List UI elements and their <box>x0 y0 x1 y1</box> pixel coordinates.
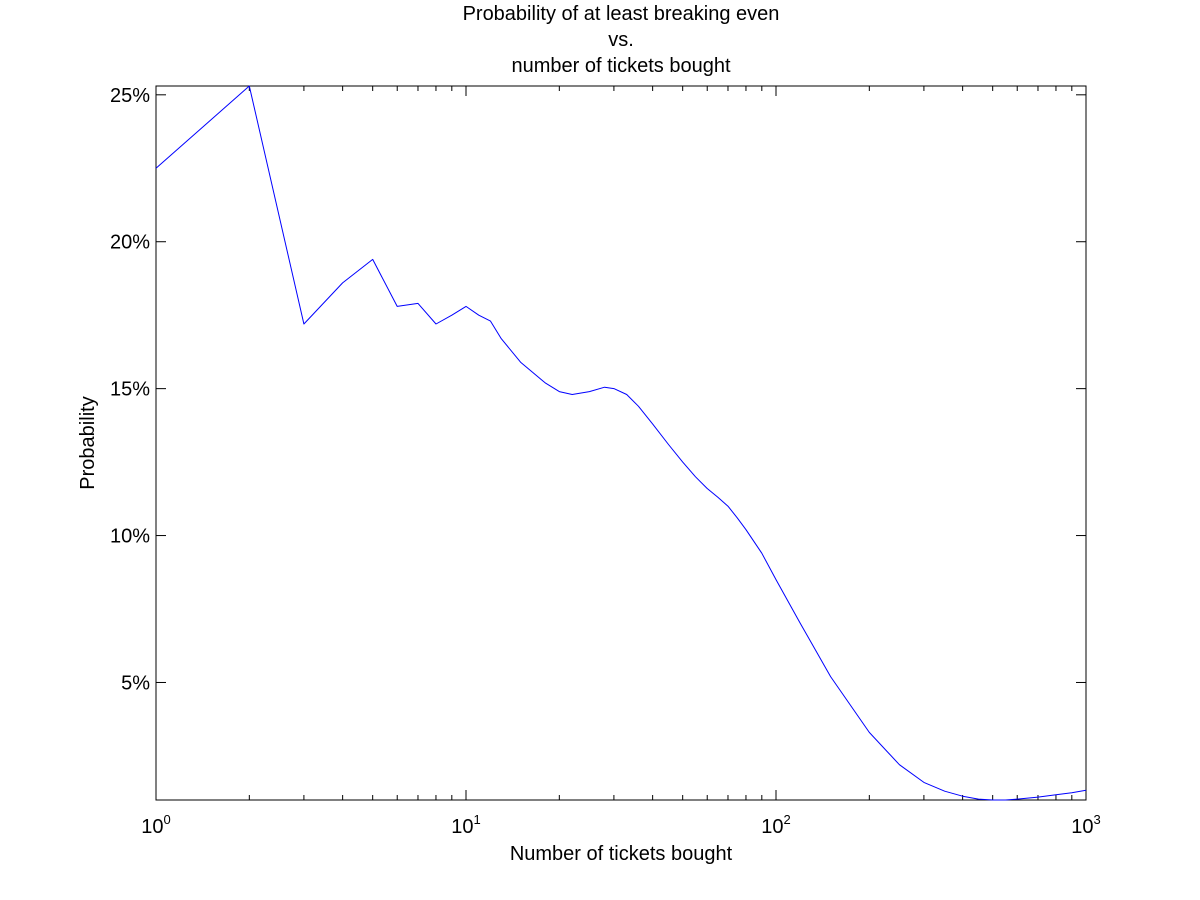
x-tick-label: 100 <box>141 812 170 838</box>
x-tick-label: 101 <box>451 812 480 838</box>
x-axis-label: Number of tickets bought <box>510 843 733 865</box>
y-axis-label: Probability <box>77 396 99 489</box>
y-tick-label: 5% <box>121 672 150 694</box>
series-line <box>155 85 1087 801</box>
x-tick-label: 103 <box>1071 812 1100 838</box>
y-tick-label: 10% <box>110 526 150 548</box>
y-tick-label: 25% <box>110 85 150 107</box>
axis-ticks: 5% 10% 15% 20% 25% 100 101 102 103 <box>110 85 1101 838</box>
plot-frame <box>155 85 1087 801</box>
chart-title: Probability of at least breaking even vs.… <box>463 3 780 77</box>
x-tick-label: 102 <box>761 812 790 838</box>
title-line: number of tickets bought <box>511 55 730 77</box>
title-line: Probability of at least breaking even <box>463 3 780 25</box>
y-tick-label: 20% <box>110 232 150 254</box>
series-group <box>155 85 1087 801</box>
title-line: vs. <box>608 29 634 51</box>
y-tick-label: 15% <box>110 379 150 401</box>
